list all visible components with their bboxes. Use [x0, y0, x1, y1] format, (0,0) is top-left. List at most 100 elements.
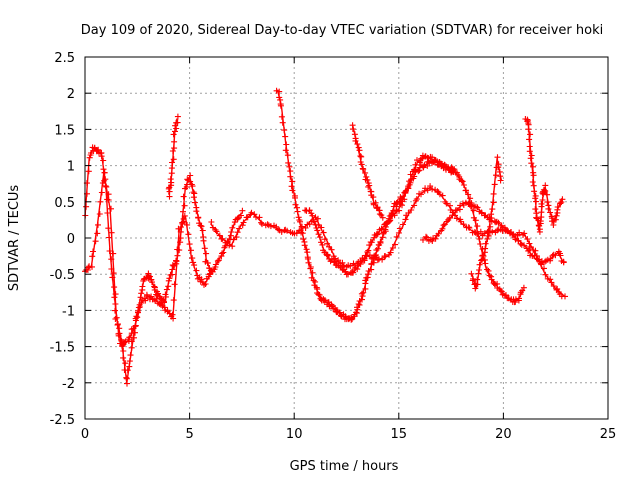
data-point [364, 249, 371, 255]
data-point [120, 348, 127, 354]
data-point [191, 199, 198, 206]
data-point [476, 236, 483, 242]
data-point [495, 219, 502, 226]
data-point [533, 255, 540, 262]
data-point [303, 246, 310, 253]
data-point [116, 325, 123, 332]
data-point [193, 267, 200, 274]
data-point [105, 191, 112, 198]
data-point [283, 141, 290, 148]
data-point [396, 225, 403, 232]
data-point [533, 198, 540, 205]
data-point [190, 194, 197, 201]
data-point [318, 239, 325, 246]
data-point [216, 232, 223, 239]
data-point [112, 291, 119, 298]
data-point [163, 286, 170, 293]
data-point [288, 183, 295, 190]
data-point [97, 198, 104, 205]
data-point [364, 271, 371, 278]
data-point [166, 310, 173, 317]
data-point [353, 309, 360, 316]
data-point [399, 221, 406, 228]
data-point [136, 304, 143, 310]
data-point [213, 228, 220, 235]
data-point [408, 207, 415, 213]
data-point [378, 225, 385, 232]
y-tick-label: -2 [62, 377, 75, 392]
data-point [170, 131, 177, 138]
data-point [547, 276, 554, 283]
data-point [540, 186, 547, 193]
data-point [174, 119, 181, 126]
data-point [236, 225, 243, 232]
data-point [126, 363, 133, 370]
data-point [153, 296, 160, 303]
data-point [200, 237, 207, 244]
data-point [475, 270, 482, 277]
data-point [140, 276, 147, 283]
data-point [453, 215, 460, 222]
data-point [315, 215, 321, 222]
data-point [379, 214, 386, 221]
data-point [320, 229, 327, 236]
data-point [292, 194, 298, 201]
data-point [105, 197, 112, 203]
data-point [85, 168, 92, 175]
data-point [554, 204, 561, 210]
data-point [197, 222, 204, 229]
data-point [130, 325, 137, 332]
data-point [204, 259, 211, 266]
data-point [128, 344, 135, 351]
data-point [469, 277, 476, 284]
data-point [277, 96, 284, 103]
data-point [436, 191, 443, 198]
data-point [358, 290, 365, 297]
data-point [368, 239, 375, 246]
data-point [181, 202, 188, 209]
data-point [212, 261, 219, 268]
data-point [528, 160, 535, 167]
data-point [474, 223, 481, 230]
data-point [512, 236, 519, 243]
data-point [498, 288, 505, 295]
data-point [363, 173, 370, 180]
series-line [209, 186, 565, 297]
x-tick-label: 5 [185, 427, 193, 442]
data-point [485, 232, 492, 239]
data-point [512, 296, 519, 303]
data-point [139, 283, 146, 290]
data-point [321, 236, 328, 243]
data-point [382, 253, 389, 260]
data-point [127, 352, 134, 359]
data-point [138, 296, 145, 303]
data-point [451, 166, 458, 173]
data-point [537, 218, 544, 225]
data-point [284, 152, 291, 159]
data-point [110, 270, 117, 277]
data-point [481, 230, 488, 237]
data-point [487, 223, 494, 230]
data-point [169, 311, 176, 318]
data-point [89, 263, 95, 270]
data-point [529, 179, 536, 185]
data-point [284, 227, 291, 234]
data-point [550, 283, 557, 290]
data-point [116, 330, 123, 337]
data-point [256, 214, 263, 221]
data-point [348, 314, 355, 321]
data-point [386, 217, 393, 224]
data-point [166, 275, 173, 282]
data-point [233, 234, 240, 241]
data-point [215, 257, 222, 264]
data-point [294, 208, 301, 215]
data-point [424, 187, 431, 194]
tick-labels: 0 5 10 15 20 25 -2.5 -2 -1.5 -1 -0.5 0 0.5 1 1.5 2 2.5 [50, 51, 617, 442]
data-point [101, 177, 108, 184]
data-point [354, 266, 361, 273]
data-point [468, 270, 475, 277]
data-point [331, 258, 338, 265]
data-point [554, 285, 561, 292]
data-point [239, 222, 246, 229]
data-point [485, 267, 492, 274]
